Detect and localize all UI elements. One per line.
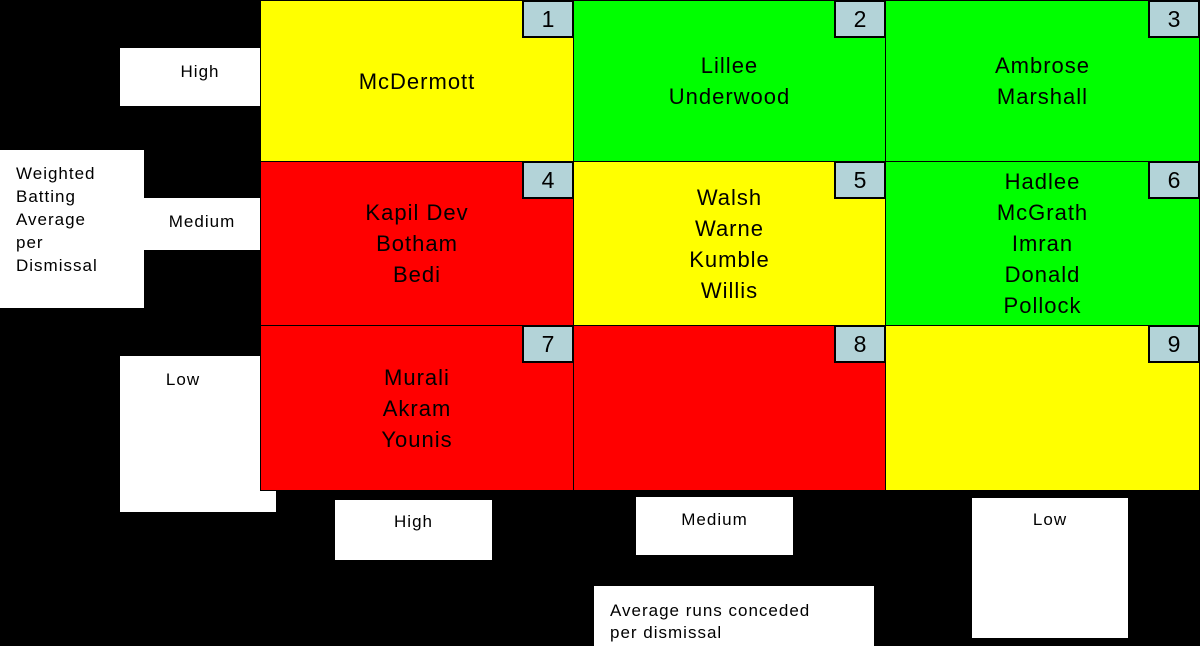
grid-cell-6: Hadlee McGrath Imran Donald Pollock 6 [885,161,1200,326]
column-label-text: Low [1033,510,1067,529]
grid-cell-9: 9 [885,325,1200,491]
column-label-low: Low [972,498,1128,638]
player-name: McDermott [359,66,476,97]
cell-names: Lillee Underwood [669,50,791,112]
cell-number-badge: 3 [1148,0,1200,38]
performance-grid: McDermott 1 Lillee Underwood 2 Ambrose Mar… [260,0,1200,490]
player-name: Ambrose [995,50,1090,81]
row-label-medium: Medium [144,198,260,250]
grid-cell-2: Lillee Underwood 2 [573,0,886,162]
player-name: Botham [376,228,458,259]
cell-number-badge: 9 [1148,325,1200,363]
player-name: McGrath [997,197,1088,228]
cell-number-badge: 7 [522,325,574,363]
grid-cell-4: Kapil Dev Botham Bedi 4 [260,161,574,326]
cell-number-badge: 4 [522,161,574,199]
player-name: Willis [701,275,758,306]
column-label-text: Medium [681,510,747,529]
player-name: Lillee [701,50,758,81]
cell-number-badge: 1 [522,0,574,38]
grid-cell-8: 8 [573,325,886,491]
player-name: Murali [384,362,450,393]
cell-names: Kapil Dev Botham Bedi [365,197,468,290]
grid-cell-7: Murali Akram Younis 7 [260,325,574,491]
player-name: Younis [381,424,452,455]
player-name: Kapil Dev [365,197,468,228]
cell-names: Hadlee McGrath Imran Donald Pollock [997,166,1088,321]
column-label-text: High [394,512,433,531]
row-label-text: Low [166,370,200,389]
row-label-high: High [120,48,260,106]
y-axis-description-line: Average [16,208,144,231]
player-name: Walsh [697,182,762,213]
cell-names: McDermott [359,66,476,97]
player-name: Marshall [997,81,1088,112]
grid-cell-3: Ambrose Marshall 3 [885,0,1200,162]
cell-names: Ambrose Marshall [995,50,1090,112]
x-axis-description-line: per dismissal [610,622,874,644]
player-name: Pollock [1004,290,1082,321]
player-name: Donald [1005,259,1081,290]
cell-number-badge: 6 [1148,161,1200,199]
cell-names: Walsh Warne Kumble Willis [689,182,770,306]
player-name: Hadlee [1005,166,1081,197]
cell-number-badge: 5 [834,161,886,199]
grid-cell-1: McDermott 1 [260,0,574,162]
player-name: Bedi [393,259,441,290]
player-name: Warne [695,213,764,244]
y-axis-description-line: per [16,231,144,254]
y-axis-description-line: Batting [16,185,144,208]
cell-number-badge: 8 [834,325,886,363]
row-label-text: Medium [169,212,235,231]
player-name: Kumble [689,244,770,275]
column-label-high: High [335,500,492,560]
cell-names: Murali Akram Younis [381,362,452,455]
y-axis-description: Weighted Batting Average per Dismissal [0,150,144,308]
x-axis-description-line: Average runs conceded [610,600,874,622]
x-axis-description: Average runs conceded per dismissal [594,586,874,646]
cell-number-badge: 2 [834,0,886,38]
player-name: Akram [383,393,452,424]
grid-cell-5: Walsh Warne Kumble Willis 5 [573,161,886,326]
column-label-medium: Medium [636,497,793,555]
y-axis-description-line: Weighted [16,162,144,185]
row-label-text: High [181,62,220,81]
player-name: Imran [1012,228,1073,259]
player-name: Underwood [669,81,791,112]
y-axis-description-line: Dismissal [16,254,144,277]
row-label-low: Low [120,356,276,512]
